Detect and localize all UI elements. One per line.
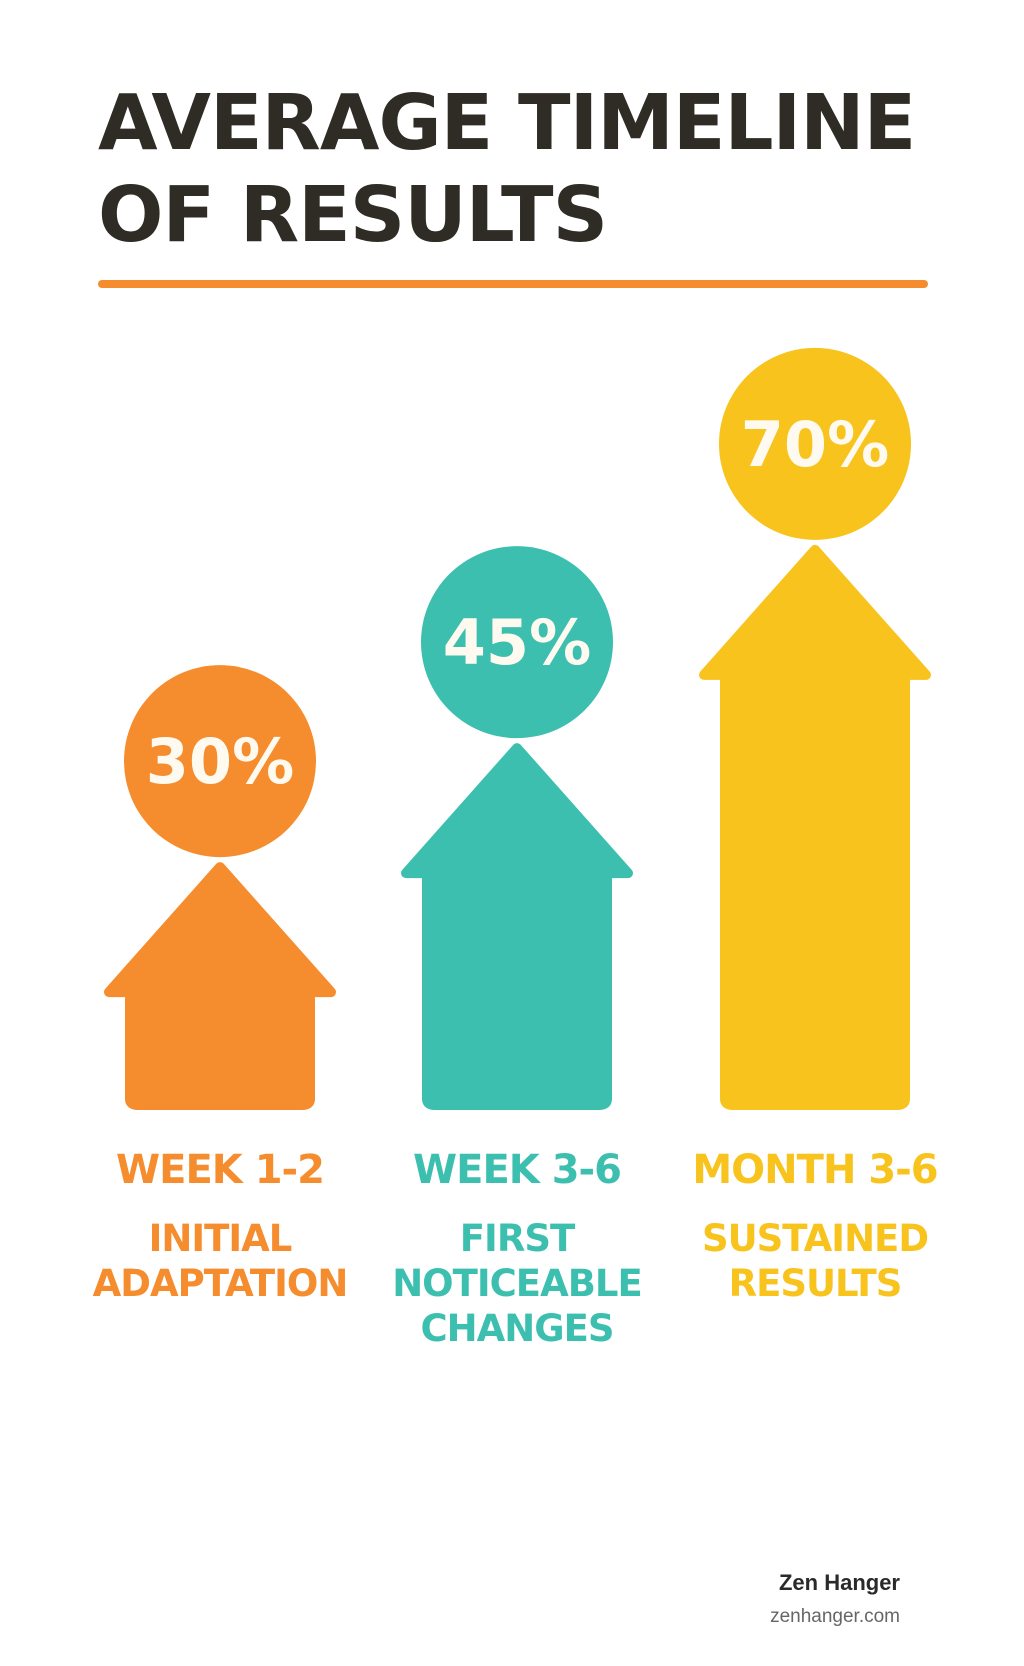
value-bubble-3 xyxy=(719,347,911,540)
description-label: SUSTAINED RESULTS xyxy=(701,1217,929,1305)
description-label: FIRST NOTICEABLE CHANGES xyxy=(392,1217,643,1350)
brand-footer: Zen Hanger zenhanger.com xyxy=(770,1570,900,1628)
period-label: WEEK 1-2 xyxy=(116,1147,325,1193)
value-bubble-2 xyxy=(421,546,613,739)
arrow-bar-3 xyxy=(699,544,931,1110)
value-label-1: 30% xyxy=(146,725,294,798)
description-label: INITIAL ADAPTATION xyxy=(92,1217,349,1305)
arrow-bar-1 xyxy=(104,862,336,1110)
value-label-3: 70% xyxy=(741,408,889,481)
bar-group-3: 70% xyxy=(699,347,931,1110)
bar-group-2: 45% xyxy=(401,546,633,1110)
value-bubble-1 xyxy=(124,665,316,858)
title-divider xyxy=(98,280,928,288)
page-title: AVERAGE TIMELINE OF RESULTS xyxy=(98,79,916,260)
period-label: WEEK 3-6 xyxy=(413,1147,622,1193)
category-label-2: WEEK 3-6 FIRST NOTICEABLE CHANGES xyxy=(367,1146,667,1351)
value-label-2: 45% xyxy=(443,606,591,679)
brand-url[interactable]: zenhanger.com xyxy=(770,1606,900,1627)
category-label-3: MONTH 3-6 SUSTAINED RESULTS xyxy=(665,1146,965,1306)
arrow-bar-2 xyxy=(401,743,633,1110)
period-label: MONTH 3-6 xyxy=(692,1147,938,1193)
bar-group-1: 30% xyxy=(104,665,336,1110)
brand-name: Zen Hanger xyxy=(778,1570,900,1595)
category-label-1: WEEK 1-2 INITIAL ADAPTATION xyxy=(70,1146,370,1306)
